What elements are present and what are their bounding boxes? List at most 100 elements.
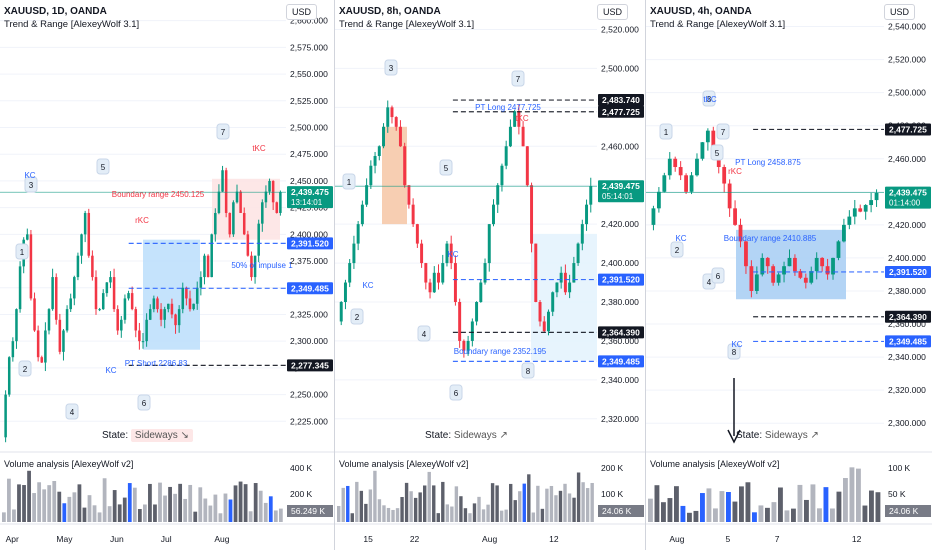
- price-tick-label: 2,575.000: [290, 42, 328, 52]
- volume-bar: [248, 511, 253, 522]
- volume-bar: [572, 497, 576, 522]
- candle-body: [101, 293, 105, 310]
- volume-bar: [745, 482, 751, 522]
- candle-body: [232, 202, 235, 235]
- price-tick-label: 2,520.000: [888, 55, 926, 65]
- wave-label: 6: [142, 399, 147, 408]
- candle-body: [203, 255, 206, 278]
- candle-body: [195, 287, 199, 304]
- volume-bar: [258, 490, 263, 522]
- candle-body: [152, 298, 156, 310]
- price-tick-label: 2,300.000: [290, 336, 328, 346]
- volume-bar: [427, 471, 431, 522]
- volume-bar: [509, 483, 513, 522]
- currency-button[interactable]: USD: [884, 4, 916, 20]
- price-badge-label: 2,483.740: [602, 95, 640, 105]
- candle-body: [377, 146, 381, 156]
- wave-label: 2: [355, 313, 360, 322]
- chart-panel-1d[interactable]: 1 2 3 4 5 6 7 KC rKC tKC KC Boundary range 2450.125…: [0, 0, 334, 550]
- candle-body: [771, 266, 776, 283]
- chart-canvas-1d[interactable]: 1 2 3 4 5 6 7 KC rKC tKC KC Boundary range 2450.125…: [0, 0, 334, 550]
- candle-body: [842, 224, 846, 242]
- price-tick-label: 2,600.000: [290, 16, 328, 26]
- candle-body: [112, 277, 116, 310]
- volume-bar: [791, 508, 796, 522]
- price-badge: [287, 237, 333, 250]
- price-badge-label: 2,477.725: [602, 107, 640, 117]
- volume-bar: [355, 481, 359, 522]
- panel-divider[interactable]: [645, 0, 646, 550]
- candle-body: [170, 303, 174, 315]
- candle-body: [727, 183, 732, 209]
- chart-panel-8h[interactable]: 1 2 3 4 5 6 7 8 KC KC tKC PT Long 2477.725 Boundary …: [335, 0, 645, 550]
- currency-button[interactable]: USD: [597, 4, 629, 20]
- candle-body: [369, 165, 373, 186]
- wave-label-box: [659, 123, 673, 140]
- volume-tick-label: 100 K: [888, 463, 911, 473]
- wave-label-box: [15, 243, 29, 260]
- candle-body: [428, 282, 432, 293]
- candle-body: [437, 272, 440, 283]
- candle-body: [667, 158, 672, 176]
- candle-body: [18, 266, 22, 310]
- candle-body: [156, 298, 159, 310]
- wave-label: 7: [516, 75, 521, 84]
- candle-body: [538, 302, 542, 322]
- volume-bar: [830, 508, 835, 522]
- candle-body: [26, 234, 29, 240]
- candle-body: [656, 191, 661, 209]
- price-tick-label: 2,325.000: [290, 309, 328, 319]
- candle-body: [445, 243, 449, 264]
- candle-body: [432, 272, 436, 293]
- volume-bar: [441, 481, 445, 522]
- time-tick-label: 7: [775, 534, 780, 544]
- volume-tick-label: 50 K: [888, 489, 906, 499]
- time-tick-label: Apr: [6, 534, 19, 544]
- candle-body: [803, 277, 808, 283]
- volume-bar: [263, 502, 268, 522]
- volume-bar: [590, 482, 594, 522]
- state-value: Sideways ↘: [130, 429, 193, 442]
- price-tick-label: 2,500.000: [601, 63, 639, 73]
- candle-body: [123, 298, 127, 320]
- volume-bar: [481, 509, 486, 522]
- candle-body: [91, 255, 94, 278]
- candle-body: [496, 185, 500, 205]
- panel-divider[interactable]: [334, 0, 335, 550]
- price-tick-label: 2,460.000: [601, 141, 639, 151]
- volume-bar: [418, 492, 422, 522]
- currency-button[interactable]: USD: [286, 4, 318, 20]
- wave-label: 5: [444, 164, 449, 173]
- price-badge-label: 2,439.475: [602, 181, 640, 191]
- candle-body: [831, 257, 835, 275]
- volume-bar: [409, 491, 413, 522]
- candle-body: [776, 274, 781, 283]
- candle-body: [116, 309, 119, 331]
- price-badge: [885, 310, 931, 323]
- price-tick-label: 2,500.000: [888, 88, 926, 98]
- candle-body: [185, 287, 188, 299]
- volume-bar: [513, 500, 517, 522]
- candle-body: [852, 208, 857, 217]
- state-value: Sideways ↗: [453, 430, 508, 441]
- candle-body: [673, 158, 678, 168]
- price-badge-label: 2,349.485: [602, 356, 640, 366]
- candle-body: [224, 170, 228, 213]
- volume-bar: [454, 486, 459, 522]
- volume-bar: [148, 483, 152, 522]
- volume-bar: [368, 489, 373, 522]
- volume-bar: [518, 491, 522, 522]
- price-tick-label: 2,320.000: [601, 414, 639, 424]
- state-indicator: State: Sideways ↗: [425, 430, 508, 441]
- chart-panel-4h[interactable]: 1 2 3 4 5 6 7 8 KC KC rKC tKC PT Long 2458.875 Bounda…: [646, 0, 932, 550]
- price-badge: [598, 180, 644, 203]
- price-tick-label: 2,320.000: [888, 385, 926, 395]
- volume-title: Volume analysis [AlexeyWolf v2]: [4, 459, 134, 469]
- candle-body: [411, 204, 415, 225]
- wave-label: 8: [732, 348, 737, 357]
- candle-body: [105, 282, 109, 294]
- price-badge-label: 2,477.725: [889, 124, 927, 134]
- volume-bar: [490, 483, 495, 522]
